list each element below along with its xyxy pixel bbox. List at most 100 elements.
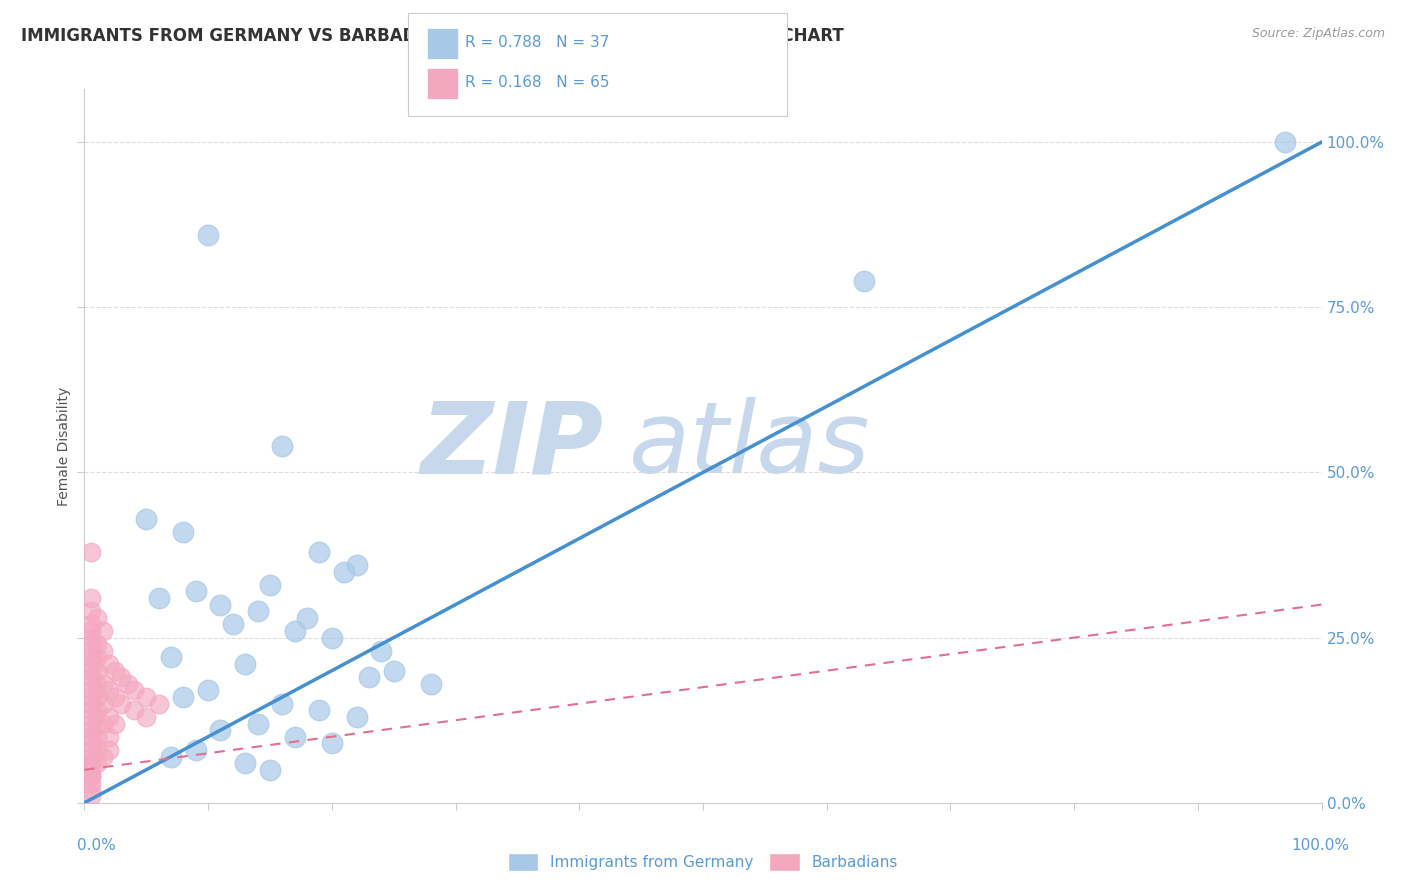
- Point: [271, 439, 294, 453]
- Text: Source: ZipAtlas.com: Source: ZipAtlas.com: [1251, 27, 1385, 40]
- Point: [79, 703, 101, 717]
- Point: [79, 716, 101, 731]
- Point: [79, 657, 101, 671]
- Point: [79, 650, 101, 665]
- Point: [86, 611, 108, 625]
- Point: [233, 657, 256, 671]
- Point: [79, 664, 101, 678]
- Point: [79, 683, 101, 698]
- Point: [184, 584, 207, 599]
- Point: [79, 690, 101, 704]
- Point: [79, 591, 101, 605]
- Point: [79, 749, 101, 764]
- Point: [79, 617, 101, 632]
- Point: [91, 749, 114, 764]
- Point: [79, 710, 101, 724]
- Point: [86, 756, 108, 771]
- Point: [79, 756, 101, 771]
- Point: [79, 782, 101, 797]
- Point: [91, 716, 114, 731]
- Point: [357, 670, 380, 684]
- Point: [160, 650, 183, 665]
- Point: [86, 743, 108, 757]
- Point: [91, 624, 114, 638]
- Point: [135, 690, 157, 704]
- Point: [79, 624, 101, 638]
- Point: [346, 558, 368, 572]
- Point: [321, 631, 343, 645]
- Point: [284, 730, 307, 744]
- Point: [259, 578, 281, 592]
- Point: [91, 644, 114, 658]
- Point: [91, 697, 114, 711]
- Point: [135, 511, 157, 525]
- Point: [79, 743, 101, 757]
- Point: [79, 723, 101, 738]
- Point: [308, 703, 330, 717]
- Point: [104, 716, 127, 731]
- Point: [122, 703, 145, 717]
- Point: [246, 604, 269, 618]
- Point: [79, 545, 101, 559]
- Point: [419, 677, 441, 691]
- Point: [79, 763, 101, 777]
- Point: [172, 690, 194, 704]
- Point: [184, 743, 207, 757]
- Legend: Immigrants from Germany, Barbadians: Immigrants from Germany, Barbadians: [502, 847, 904, 877]
- Point: [86, 703, 108, 717]
- Point: [148, 697, 170, 711]
- Point: [135, 710, 157, 724]
- Point: [98, 683, 121, 698]
- Text: 0.0%: 0.0%: [77, 838, 117, 854]
- Point: [79, 677, 101, 691]
- Point: [79, 637, 101, 651]
- Point: [86, 730, 108, 744]
- Point: [98, 657, 121, 671]
- Point: [197, 683, 219, 698]
- Point: [246, 716, 269, 731]
- Point: [104, 664, 127, 678]
- Text: R = 0.168   N = 65: R = 0.168 N = 65: [465, 76, 610, 90]
- Point: [852, 274, 875, 288]
- Text: atlas: atlas: [628, 398, 870, 494]
- Point: [79, 756, 101, 771]
- Point: [98, 710, 121, 724]
- Point: [98, 730, 121, 744]
- Point: [172, 524, 194, 539]
- Point: [308, 545, 330, 559]
- Point: [209, 723, 232, 738]
- Point: [271, 697, 294, 711]
- Point: [86, 664, 108, 678]
- Point: [79, 736, 101, 750]
- Point: [86, 690, 108, 704]
- Point: [160, 749, 183, 764]
- Point: [86, 637, 108, 651]
- Point: [321, 736, 343, 750]
- Point: [197, 227, 219, 242]
- Text: ZIP: ZIP: [420, 398, 605, 494]
- Point: [79, 604, 101, 618]
- Point: [284, 624, 307, 638]
- Point: [346, 710, 368, 724]
- Point: [79, 670, 101, 684]
- Point: [295, 611, 318, 625]
- Point: [86, 650, 108, 665]
- Text: 100.0%: 100.0%: [1292, 838, 1350, 854]
- Point: [79, 769, 101, 783]
- Point: [79, 769, 101, 783]
- Point: [370, 644, 392, 658]
- Point: [233, 756, 256, 771]
- Point: [104, 690, 127, 704]
- Point: [209, 598, 232, 612]
- Y-axis label: Female Disability: Female Disability: [58, 386, 72, 506]
- Point: [382, 664, 405, 678]
- Point: [333, 565, 356, 579]
- Point: [86, 716, 108, 731]
- Point: [148, 591, 170, 605]
- Point: [1274, 135, 1296, 149]
- Point: [259, 763, 281, 777]
- Point: [79, 789, 101, 804]
- Point: [222, 617, 245, 632]
- Text: R = 0.788   N = 37: R = 0.788 N = 37: [465, 36, 610, 50]
- Point: [79, 776, 101, 790]
